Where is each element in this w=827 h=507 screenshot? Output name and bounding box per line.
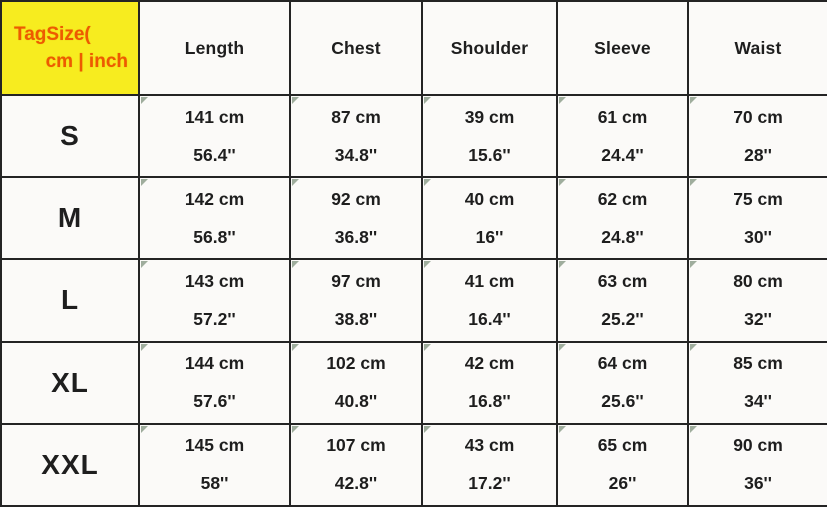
cm-value: 62 cm — [597, 188, 648, 209]
cell-xxl-chest: 107 cm 42.8'' — [289, 422, 423, 507]
inch-value: 38.8'' — [334, 308, 378, 329]
cm-value: 97 cm — [331, 270, 381, 291]
inch-value: 36'' — [744, 473, 772, 494]
cell-xl-chest: 102 cm 40.8'' — [289, 340, 423, 425]
cell-m-sleeve: 62 cm 24.8'' — [556, 176, 689, 261]
cell-l-shoulder: 41 cm 16.4'' — [421, 258, 558, 343]
cm-value: 143 cm — [184, 270, 245, 291]
column-header-sleeve: Sleeve — [556, 0, 689, 96]
cm-value: 145 cm — [184, 435, 245, 456]
column-header-chest: Chest — [289, 0, 423, 96]
cm-value: 141 cm — [184, 106, 245, 127]
cm-value: 90 cm — [733, 435, 783, 456]
cell-xxl-sleeve: 65 cm 26'' — [556, 422, 689, 507]
inch-value: 57.6'' — [193, 391, 236, 412]
column-header-shoulder: Shoulder — [421, 0, 558, 96]
size-label: XXL — [0, 422, 140, 507]
table-row-s: S 141 cm 56.4'' 87 cm 34.8'' 39 cm 15.6'… — [0, 93, 827, 179]
cell-m-waist: 75 cm 30'' — [687, 176, 827, 261]
cell-l-chest: 97 cm 38.8'' — [289, 258, 423, 343]
inch-value: 16.4'' — [468, 308, 511, 329]
inch-value: 58'' — [200, 473, 229, 494]
inch-value: 26'' — [608, 473, 637, 494]
inch-value: 36.8'' — [334, 226, 378, 247]
cell-s-shoulder: 39 cm 15.6'' — [421, 93, 558, 179]
cell-s-chest: 87 cm 34.8'' — [289, 93, 423, 179]
table-row-l: L 143 cm 57.2'' 97 cm 38.8'' 41 cm 16.4'… — [0, 258, 827, 343]
cell-s-length: 141 cm 56.4'' — [138, 93, 291, 179]
inch-value: 40.8'' — [334, 391, 378, 412]
inch-value: 30'' — [744, 226, 772, 247]
table-row-m: M 142 cm 56.8'' 92 cm 36.8'' 40 cm 16'' … — [0, 176, 827, 261]
cm-value: 80 cm — [733, 270, 783, 291]
inch-value: 15.6'' — [468, 144, 511, 165]
cm-value: 61 cm — [597, 106, 648, 127]
tagsize-label-line2: cm | inch — [45, 51, 128, 72]
cell-l-waist: 80 cm 32'' — [687, 258, 827, 343]
cell-xxl-waist: 90 cm 36'' — [687, 422, 827, 507]
cm-value: 87 cm — [331, 106, 381, 127]
table-row-xl: XL 144 cm 57.6'' 102 cm 40.8'' 42 cm 16.… — [0, 340, 827, 425]
size-label: S — [0, 93, 140, 179]
inch-value: 56.4'' — [193, 144, 236, 165]
cm-value: 42 cm — [464, 353, 515, 374]
inch-value: 28'' — [744, 144, 772, 165]
cm-value: 75 cm — [733, 188, 783, 209]
cell-xl-shoulder: 42 cm 16.8'' — [421, 340, 558, 425]
cell-xl-waist: 85 cm 34'' — [687, 340, 827, 425]
cell-m-chest: 92 cm 36.8'' — [289, 176, 423, 261]
cell-xl-length: 144 cm 57.6'' — [138, 340, 291, 425]
cell-xl-sleeve: 64 cm 25.6'' — [556, 340, 689, 425]
cm-value: 70 cm — [733, 106, 783, 127]
inch-value: 25.6'' — [601, 391, 644, 412]
inch-value: 16'' — [475, 226, 504, 247]
inch-value: 17.2'' — [468, 473, 511, 494]
column-header-waist: Waist — [687, 0, 827, 96]
table-row-xxl: XXL 145 cm 58'' 107 cm 42.8'' 43 cm 17.2… — [0, 422, 827, 507]
cm-value: 144 cm — [184, 353, 245, 374]
cm-value: 85 cm — [733, 353, 783, 374]
cm-value: 39 cm — [464, 106, 515, 127]
cell-s-sleeve: 61 cm 24.4'' — [556, 93, 689, 179]
inch-value: 32'' — [744, 308, 772, 329]
cm-value: 63 cm — [597, 270, 648, 291]
size-label: M — [0, 176, 140, 261]
inch-value: 25.2'' — [601, 308, 644, 329]
inch-value: 56.8'' — [193, 226, 236, 247]
cell-l-sleeve: 63 cm 25.2'' — [556, 258, 689, 343]
inch-value: 34.8'' — [334, 144, 378, 165]
cm-value: 41 cm — [464, 270, 515, 291]
cell-xxl-shoulder: 43 cm 17.2'' — [421, 422, 558, 507]
header-row: TagSize( cm | inch Length Chest Shoulder… — [0, 0, 827, 96]
inch-value: 42.8'' — [334, 473, 378, 494]
column-header-length: Length — [138, 0, 291, 96]
cm-value: 43 cm — [464, 435, 515, 456]
cell-m-length: 142 cm 56.8'' — [138, 176, 291, 261]
cm-value: 107 cm — [326, 435, 386, 456]
size-label: XL — [0, 340, 140, 425]
tagsize-label-line1: TagSize( — [14, 24, 91, 45]
cell-l-length: 143 cm 57.2'' — [138, 258, 291, 343]
inch-value: 16.8'' — [468, 391, 511, 412]
cm-value: 40 cm — [464, 188, 515, 209]
cm-value: 92 cm — [331, 188, 381, 209]
cell-xxl-length: 145 cm 58'' — [138, 422, 291, 507]
cm-value: 64 cm — [597, 353, 648, 374]
size-label: L — [0, 258, 140, 343]
inch-value: 24.4'' — [601, 144, 644, 165]
cm-value: 102 cm — [326, 353, 386, 374]
inch-value: 57.2'' — [193, 308, 236, 329]
inch-value: 34'' — [744, 391, 772, 412]
tagsize-label: TagSize( cm | inch — [2, 3, 138, 93]
cm-value: 65 cm — [597, 435, 648, 456]
cm-value: 142 cm — [184, 188, 245, 209]
cell-m-shoulder: 40 cm 16'' — [421, 176, 558, 261]
cell-s-waist: 70 cm 28'' — [687, 93, 827, 179]
inch-value: 24.8'' — [601, 226, 644, 247]
tagsize-header-cell: TagSize( cm | inch — [0, 0, 140, 96]
